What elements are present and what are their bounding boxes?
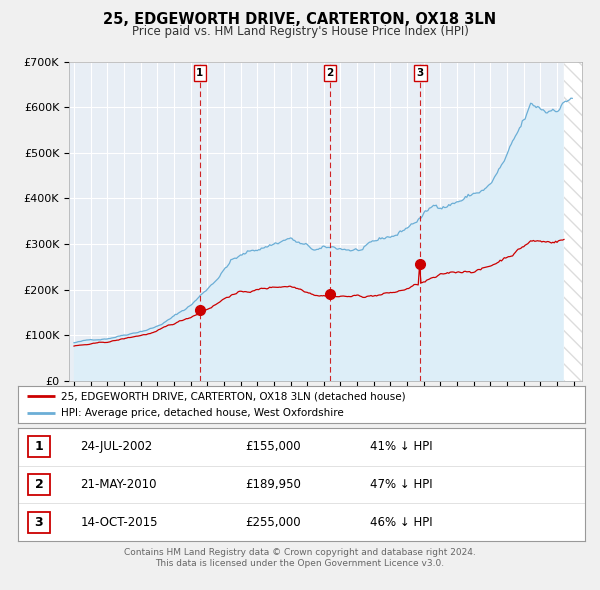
FancyBboxPatch shape [28, 436, 50, 457]
Text: This data is licensed under the Open Government Licence v3.0.: This data is licensed under the Open Gov… [155, 559, 445, 568]
Text: £189,950: £189,950 [245, 478, 301, 491]
Text: 25, EDGEWORTH DRIVE, CARTERTON, OX18 3LN (detached house): 25, EDGEWORTH DRIVE, CARTERTON, OX18 3LN… [61, 391, 405, 401]
Text: 46% ↓ HPI: 46% ↓ HPI [370, 516, 432, 529]
Text: 47% ↓ HPI: 47% ↓ HPI [370, 478, 432, 491]
Text: 3: 3 [35, 516, 43, 529]
FancyBboxPatch shape [28, 512, 50, 533]
Bar [564, 62, 582, 381]
Bar [564, 62, 582, 381]
Text: Price paid vs. HM Land Registry's House Price Index (HPI): Price paid vs. HM Land Registry's House … [131, 25, 469, 38]
Text: 2: 2 [326, 68, 334, 78]
Text: 41% ↓ HPI: 41% ↓ HPI [370, 440, 432, 453]
Text: 3: 3 [416, 68, 424, 78]
FancyBboxPatch shape [28, 474, 50, 495]
Text: 14-OCT-2015: 14-OCT-2015 [80, 516, 158, 529]
Text: 24-JUL-2002: 24-JUL-2002 [80, 440, 152, 453]
Text: HPI: Average price, detached house, West Oxfordshire: HPI: Average price, detached house, West… [61, 408, 343, 418]
Text: 25, EDGEWORTH DRIVE, CARTERTON, OX18 3LN: 25, EDGEWORTH DRIVE, CARTERTON, OX18 3LN [103, 12, 497, 27]
Text: 1: 1 [35, 440, 43, 453]
Text: 2: 2 [35, 478, 43, 491]
Text: £155,000: £155,000 [245, 440, 301, 453]
Text: 21-MAY-2010: 21-MAY-2010 [80, 478, 157, 491]
Text: 1: 1 [196, 68, 203, 78]
Text: Contains HM Land Registry data © Crown copyright and database right 2024.: Contains HM Land Registry data © Crown c… [124, 548, 476, 556]
Text: £255,000: £255,000 [245, 516, 301, 529]
